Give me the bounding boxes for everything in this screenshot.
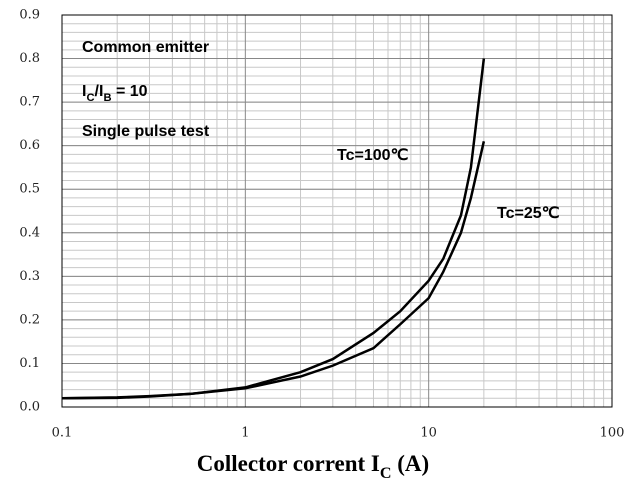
y-tick-label: 0.4 (19, 225, 40, 240)
series-label: Tc=25℃ (497, 205, 560, 222)
y-tick-label: 0.9 (19, 8, 40, 23)
y-tick-label: 0.2 (19, 312, 40, 327)
y-tick-label: 0.0 (19, 400, 40, 415)
x-axis-label: Collector corrent IC (A) (197, 451, 429, 482)
y-tick-label: 0.3 (19, 269, 40, 284)
annotation: IC/IB = 10 (82, 83, 148, 104)
annotation: Single pulse test (82, 123, 210, 140)
text-part: /I (95, 83, 104, 100)
y-tick-label: 0.8 (19, 51, 40, 66)
text-part: C (380, 465, 392, 482)
y-tick-label: 0.6 (19, 138, 40, 153)
text-part: I (82, 83, 86, 100)
y-tick-label: 0.7 (19, 95, 40, 110)
text-part: Collector corrent I (197, 451, 380, 476)
text-part: (A) (392, 451, 430, 476)
data-line (61, 141, 486, 400)
annotation: Common emitter (82, 39, 209, 56)
x-tick-label: 0.1 (52, 426, 73, 441)
text-part: B (103, 92, 111, 104)
x-tick-label: 1 (241, 426, 249, 441)
y-tick-label: 0.1 (19, 356, 40, 371)
text-part: C (86, 92, 94, 104)
text-part: = 10 (112, 83, 148, 100)
x-tick-label: 10 (420, 426, 437, 441)
series-label: Tc=100℃ (337, 147, 409, 164)
plot-frame (61, 14, 613, 408)
x-tick-label: 100 (600, 426, 625, 441)
y-tick-label: 0.5 (19, 182, 40, 197)
